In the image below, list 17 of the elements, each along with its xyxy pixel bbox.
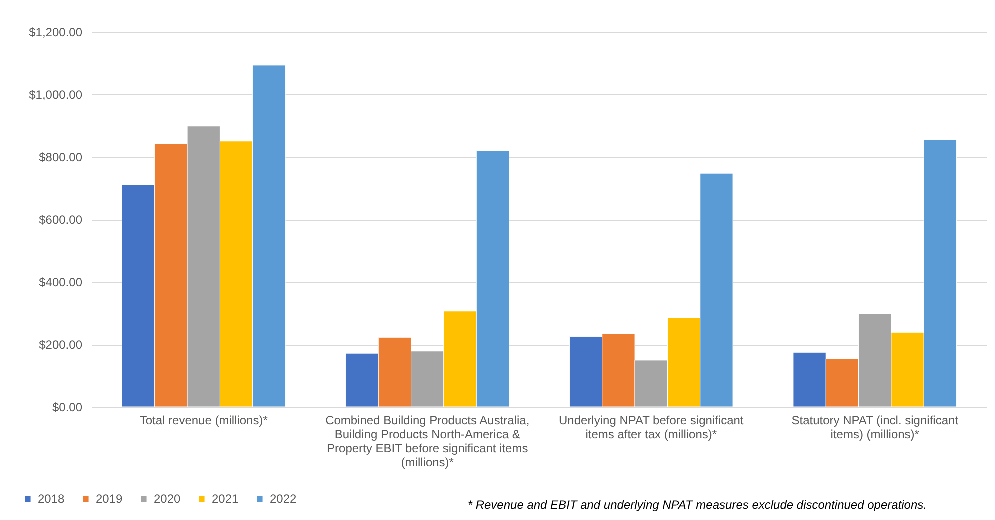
y-tick-label: $800.00 — [39, 150, 83, 164]
y-tick-label: $1,000.00 — [29, 88, 83, 102]
legend-label: 2021 — [212, 492, 240, 506]
y-tick-label: $0.00 — [52, 400, 83, 414]
x-tick-label: Statutory NPAT (incl. significant items) (millions)* — [792, 414, 960, 442]
y-tick-label: $400.00 — [39, 276, 83, 290]
legend-label: 2018 — [38, 492, 66, 506]
text: * Revenue and EBIT and underlying NPAT measures exclude discontinued operations. — [468, 498, 927, 512]
y-tick-label: $200.00 — [39, 338, 83, 352]
x-tick-label: Combined Building Products Australia, Building Products North-America & Property EBIT before significant items (millions)* — [326, 414, 530, 470]
legend-label: 2020 — [154, 492, 182, 506]
x-tick-label: Total revenue (millions)* — [140, 414, 268, 428]
x-tick-label: Underlying NPAT before significant items after tax (millions)* — [558, 414, 744, 442]
y-tick-label: $1,200.00 — [29, 26, 83, 40]
legend-label: 2022 — [270, 492, 298, 506]
legend-label: 2019 — [96, 492, 124, 506]
y-tick-label: $600.00 — [39, 213, 83, 227]
